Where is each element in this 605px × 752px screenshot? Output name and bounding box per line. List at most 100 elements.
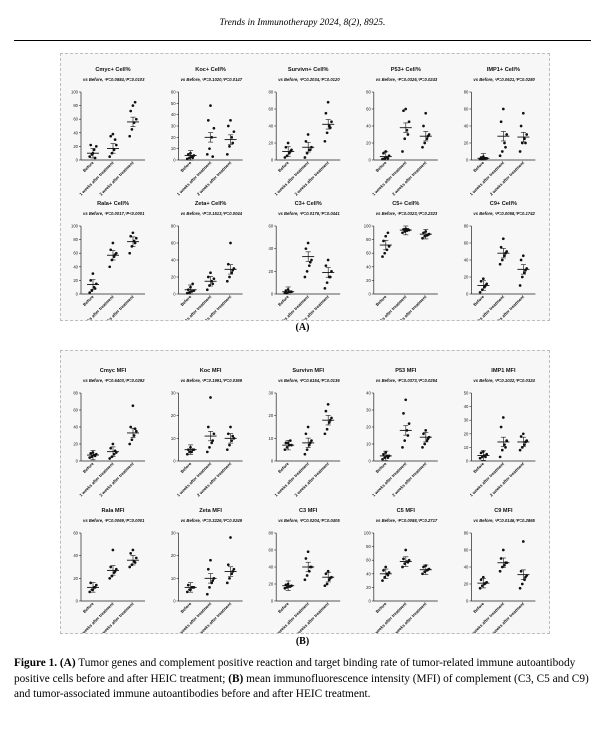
category-label: Before xyxy=(375,601,388,614)
y-tick-label: 20 xyxy=(464,431,469,436)
chart-title: C5+ Cell% xyxy=(392,201,419,207)
category-label: Before xyxy=(472,601,485,614)
data-point xyxy=(108,155,112,158)
chart-0: Cmyc+ Cell% vs Before, ¹P=0.0884,²P=0.010… xyxy=(71,67,145,197)
chart-title: Koc+ Cell% xyxy=(195,67,226,73)
data-point xyxy=(485,452,489,456)
data-point xyxy=(386,573,390,577)
data-point xyxy=(134,556,138,560)
y-tick-label: 80 xyxy=(464,90,469,95)
data-point xyxy=(501,237,505,241)
data-point xyxy=(188,290,191,294)
data-point xyxy=(480,584,484,588)
data-point xyxy=(498,569,502,573)
data-point xyxy=(228,275,231,279)
data-point xyxy=(401,446,404,449)
y-tick-label: 40 xyxy=(269,565,274,570)
chart-title: C3+ Cell% xyxy=(295,201,322,207)
data-point xyxy=(520,582,524,586)
data-point xyxy=(504,145,507,149)
data-point xyxy=(328,126,332,130)
chart-6: Zeta+ Cell% vs Before, ¹P=0.1513,²P=0.004… xyxy=(171,201,243,331)
chart-stats: vs Before, ¹P=0.0088,²P=0.2717 xyxy=(376,518,438,523)
y-tick-label: 60 xyxy=(269,224,274,229)
y-tick-label: 0 xyxy=(368,292,371,297)
y-tick-label: 60 xyxy=(73,117,78,122)
caption-b-text: mean immunofluorescence intensity (MFI) … xyxy=(14,672,589,701)
chart-title: Zeta+ Cell% xyxy=(195,201,227,207)
category-label: 2 weeks after treatment xyxy=(391,601,428,633)
chart-11: Koc MFI vs Before, ¹P=0.1991,²P=0.0369 0 10… xyxy=(171,368,243,498)
data-point xyxy=(402,412,405,415)
data-point xyxy=(209,271,212,275)
data-point xyxy=(304,139,308,143)
y-tick-label: 20 xyxy=(366,425,371,430)
chart-title: Rala MFI xyxy=(101,508,124,514)
chart-17: C3 MFI vs Before, ¹P=0.0204,²P=0.0405 0 20 4… xyxy=(269,508,341,638)
data-point xyxy=(425,137,429,141)
y-tick-label: 0 xyxy=(173,292,176,297)
category-label: 2 weeks after treatment xyxy=(98,601,135,633)
data-point xyxy=(231,434,235,438)
category-label: Before xyxy=(277,294,290,307)
data-point xyxy=(285,586,289,589)
data-point xyxy=(109,134,113,138)
category-label: Before xyxy=(375,461,388,474)
data-point xyxy=(381,579,384,582)
data-point xyxy=(324,409,328,413)
y-tick-label: 80 xyxy=(464,531,469,536)
y-tick-label: 50 xyxy=(171,101,176,106)
data-point xyxy=(228,576,231,580)
data-point xyxy=(386,456,390,459)
data-point xyxy=(231,141,235,145)
data-point xyxy=(424,111,428,115)
y-tick-label: 20 xyxy=(464,141,469,146)
data-point xyxy=(324,264,328,268)
data-point xyxy=(308,148,312,152)
chart-stats: vs Before, ¹P=0.1513,²P=0.0044 xyxy=(181,211,243,216)
data-point xyxy=(402,109,405,113)
data-point xyxy=(330,416,333,420)
data-point xyxy=(134,117,138,121)
data-point xyxy=(304,432,308,436)
data-point xyxy=(384,565,388,569)
chart-title: Zeta MFI xyxy=(199,508,222,514)
data-point xyxy=(323,286,327,290)
y-tick-label: 60 xyxy=(464,107,469,112)
y-tick-label: 20 xyxy=(366,141,371,146)
data-point xyxy=(112,255,116,258)
data-point xyxy=(499,120,503,124)
data-point xyxy=(521,540,525,543)
y-tick-label: 40 xyxy=(73,264,78,269)
data-point xyxy=(407,558,411,562)
chart-title: IMP1+ Cell% xyxy=(487,67,520,73)
data-point xyxy=(422,231,425,235)
y-tick-label: 100 xyxy=(364,531,372,536)
category-label: Before xyxy=(179,160,192,173)
chart-title: C9 MFI xyxy=(494,508,513,514)
data-point xyxy=(479,578,483,582)
y-tick-label: 0 xyxy=(173,599,176,604)
data-point xyxy=(111,241,115,245)
chart-stats: vs Before, ¹P=0.1991,²P=0.0369 xyxy=(181,378,243,383)
panel-b-label: (B) xyxy=(295,636,310,647)
y-tick-label: 80 xyxy=(171,224,176,229)
data-point xyxy=(191,156,195,160)
category-label: 2 weeks after treatment xyxy=(98,160,135,197)
data-point xyxy=(402,557,405,561)
data-point xyxy=(208,446,211,449)
data-point xyxy=(401,150,404,153)
data-point xyxy=(500,150,504,153)
y-tick-label: 20 xyxy=(73,144,78,149)
chart-title: IMP1 MFI xyxy=(491,368,516,374)
data-point xyxy=(484,455,487,459)
data-point xyxy=(401,565,404,569)
panel-b: Cmyc MFI vs Before, ¹P=0.6403,²P=0.0292 0 2… xyxy=(60,350,550,638)
data-point xyxy=(323,432,327,436)
data-point xyxy=(325,131,329,135)
category-label: Before xyxy=(375,294,388,307)
y-tick-label: 40 xyxy=(73,130,78,135)
y-tick-label: 20 xyxy=(171,413,176,418)
data-point xyxy=(520,275,524,279)
y-tick-label: 100 xyxy=(71,90,79,95)
